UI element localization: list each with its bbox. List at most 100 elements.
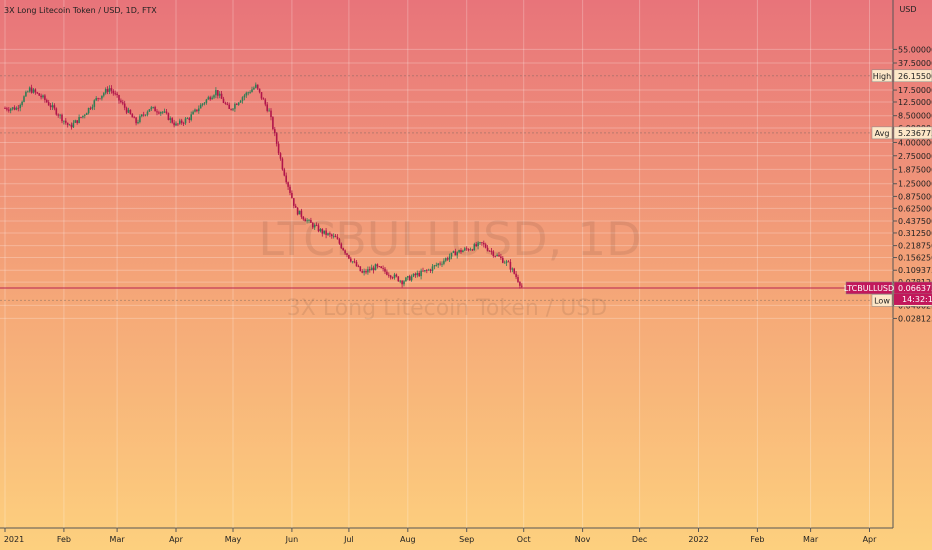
candle-body <box>427 269 430 271</box>
x-tick-label: Mar <box>110 535 126 544</box>
candle-body <box>308 219 310 221</box>
candle-body <box>142 114 145 116</box>
x-tick-label: Apr <box>863 535 878 544</box>
candle-body <box>359 266 362 272</box>
x-tick-label: Feb <box>750 535 764 544</box>
avg-value: 5.236775 <box>898 129 932 138</box>
candle-body <box>93 100 96 107</box>
candle-body <box>471 249 474 251</box>
avg-value-box <box>893 126 932 140</box>
candle-body <box>205 99 208 103</box>
candle-body <box>342 248 344 251</box>
countdown-value: 14:32:12 <box>902 295 932 304</box>
candle-body <box>445 258 447 261</box>
candle-body <box>66 122 69 125</box>
candle-body <box>11 107 14 109</box>
candle-body <box>156 111 158 113</box>
candle-body <box>429 269 432 271</box>
candle-body <box>186 118 189 120</box>
candle-body <box>55 108 58 115</box>
y-tick-label: 2.750000 <box>898 152 932 161</box>
candle-body <box>408 276 411 281</box>
candle-body <box>513 268 515 274</box>
candle-body <box>302 216 305 220</box>
candle-body <box>456 252 458 256</box>
candle-body <box>272 117 274 130</box>
candle-body <box>414 273 417 276</box>
candle-body <box>13 107 16 110</box>
price-markers: High26.155000Avg5.236775Low0.046725LTCBU… <box>0 69 932 307</box>
candle-body <box>4 108 6 109</box>
candle-body <box>395 274 398 277</box>
candle-body <box>334 235 337 238</box>
candle-body <box>237 102 240 105</box>
candle-body <box>410 276 413 281</box>
candle-body <box>462 250 464 253</box>
candle-body <box>118 95 120 101</box>
candle-body <box>241 97 244 101</box>
candle-body <box>315 225 318 226</box>
candle-body <box>492 251 495 256</box>
candle-body <box>517 277 519 282</box>
candle-body <box>70 124 73 128</box>
candle-body <box>490 250 493 252</box>
candle-body <box>68 124 71 126</box>
candle-body <box>194 109 196 112</box>
candle-body <box>95 98 97 101</box>
candle-body <box>351 261 354 263</box>
high-value: 26.155000 <box>898 72 932 81</box>
candle-body <box>103 93 105 96</box>
candle-body <box>262 98 265 100</box>
candle-body <box>389 275 392 278</box>
candle-body <box>378 266 381 268</box>
candle-body <box>247 92 249 94</box>
candle-body <box>298 210 301 215</box>
candle-body <box>51 105 54 108</box>
candle-body <box>505 261 508 263</box>
candle-body <box>27 91 29 93</box>
y-tick-label: 0.109375 <box>898 266 932 275</box>
candle-body <box>279 153 282 159</box>
candle-body <box>464 248 466 251</box>
candle-body <box>123 103 126 108</box>
candle-body <box>500 256 502 258</box>
candle-body <box>418 273 420 277</box>
candle-body <box>169 118 172 120</box>
grid-lines <box>0 0 894 529</box>
candle-body <box>435 265 438 266</box>
chart-title: 3X Long Litecoin Token / USD, 1D, FTX <box>4 6 157 15</box>
candle-body <box>99 98 101 100</box>
candle-body <box>264 99 267 105</box>
last-value: 0.066375 <box>898 284 932 293</box>
candle-body <box>199 104 202 109</box>
candle-body <box>384 268 386 272</box>
candle-body <box>179 120 181 124</box>
y-tick-label: 4.000000 <box>898 138 932 147</box>
candle-body <box>218 93 221 96</box>
candle-body <box>180 120 183 124</box>
y-tick-label: 8.500000 <box>898 112 932 121</box>
candle-body <box>30 87 33 93</box>
candle-body <box>38 93 40 96</box>
candle-body <box>150 107 153 110</box>
candle-body <box>36 92 39 94</box>
candle-body <box>135 117 137 124</box>
candle-body <box>484 244 487 248</box>
candle-body <box>213 95 215 98</box>
candle-body <box>217 90 219 96</box>
candle-body <box>236 104 238 105</box>
candle-body <box>431 266 434 271</box>
candle-body <box>188 118 191 120</box>
candle-body <box>201 103 204 105</box>
candle-body <box>355 261 358 267</box>
candle-body <box>148 109 151 112</box>
candle-body <box>84 114 86 116</box>
candle-body <box>416 273 419 276</box>
candle-body <box>232 108 234 110</box>
